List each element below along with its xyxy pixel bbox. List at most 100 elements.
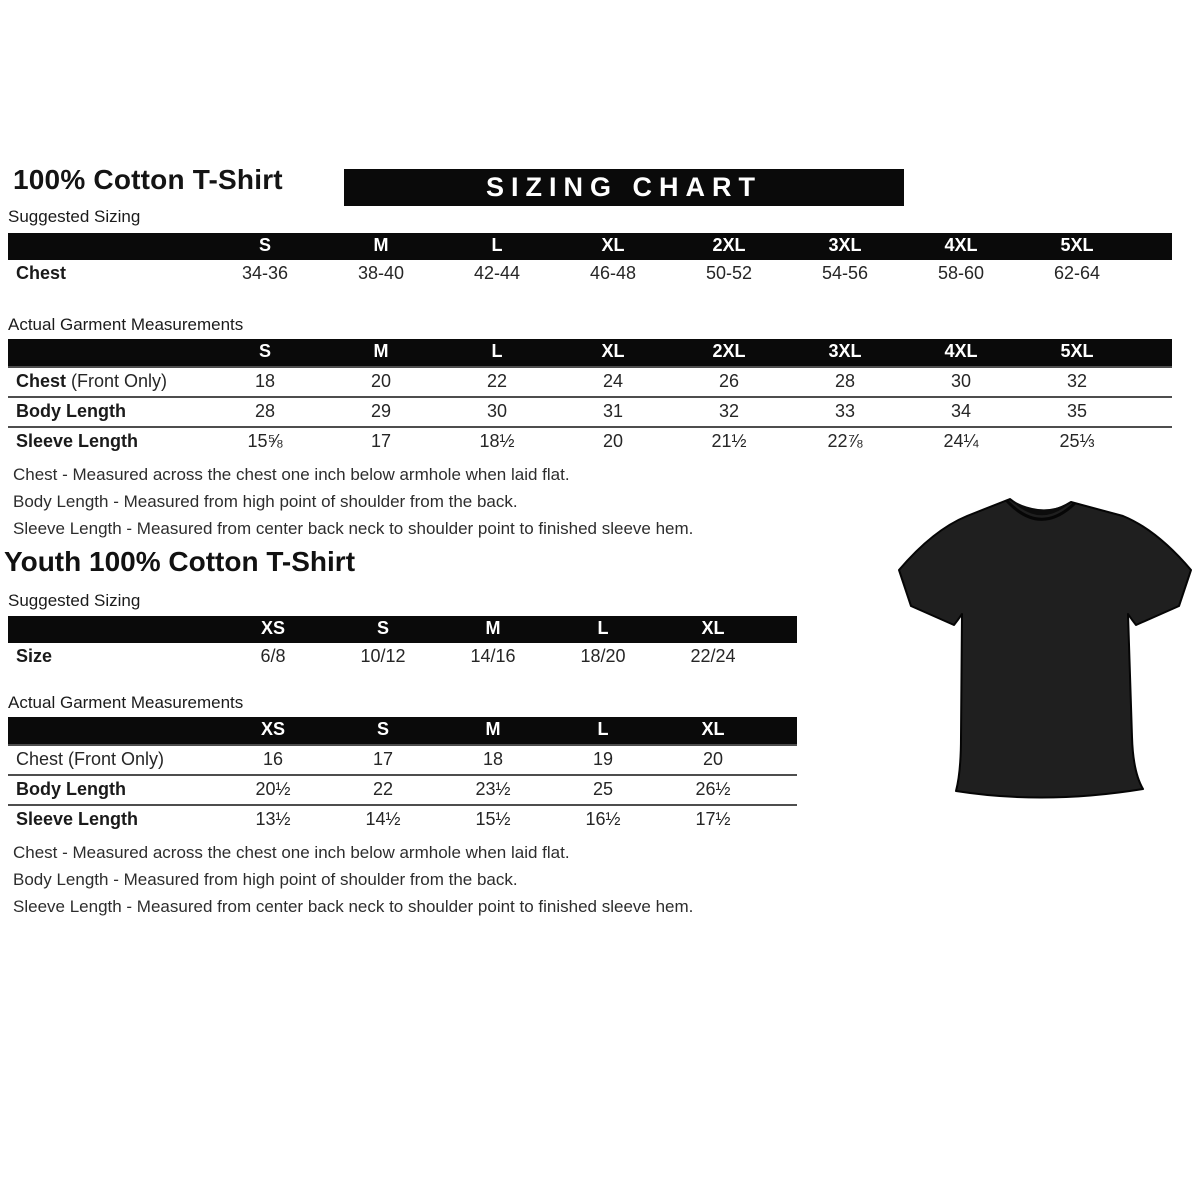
tshirt-collar-seam	[1005, 499, 1076, 521]
size-column-header: M	[323, 339, 439, 367]
size-column-header: 2XL	[671, 233, 787, 260]
measurement-value: 50-52	[705, 263, 753, 283]
row-label-header	[8, 339, 207, 367]
size-column-header: XS	[218, 616, 328, 643]
table-header-row: XS S M L XL	[8, 616, 797, 643]
table-row-body-length: Body Length 28 29 30 31 32 33 34 35	[8, 397, 1172, 427]
header-spacer	[768, 717, 797, 745]
row-label-header	[8, 616, 218, 643]
measurement-value: 24	[602, 371, 624, 391]
note-sleeve-length: Sleeve Length - Measured from center bac…	[13, 897, 694, 916]
row-label: Chest (Front Only)	[16, 371, 168, 391]
table-header-row: XS S M L XL	[8, 717, 797, 745]
measurement-value: 22	[372, 779, 394, 799]
measurement-value: 20	[602, 431, 624, 451]
measurement-value: 16	[262, 749, 284, 769]
measurement-value: 22	[486, 371, 508, 391]
adult-actual-measurements-label: Actual Garment Measurements	[8, 315, 244, 334]
row-spacer	[1135, 427, 1172, 456]
tshirt-body-shape	[898, 498, 1192, 799]
adult-actual-measurements-table: S M L XL 2XL 3XL 4XL 5XL Chest (Front On…	[8, 339, 1172, 456]
sizing-chart-banner-text: SIZING CHART	[486, 172, 762, 202]
measurement-value: 42-44	[473, 263, 521, 283]
measurement-value: 26½	[695, 779, 731, 799]
row-label: Sleeve Length	[16, 809, 139, 829]
size-column-header: 4XL	[903, 339, 1019, 367]
measurement-value: 16½	[585, 809, 621, 829]
measurement-value: 10/12	[360, 646, 406, 666]
measurement-value: 22/24	[690, 646, 736, 666]
row-spacer	[768, 775, 797, 805]
measurement-value: 19	[592, 749, 614, 769]
measurement-value: 15⅝	[247, 431, 283, 451]
table-row-body-length: Body Length 20½ 22 23½ 25 26½	[8, 775, 797, 805]
measurement-value: 20	[702, 749, 724, 769]
table-row-chest: Chest (Front Only) 16 17 18 19 20	[8, 745, 797, 775]
size-column-header: M	[438, 717, 548, 745]
measurement-value: 25⅓	[1059, 431, 1095, 451]
header-spacer	[1135, 339, 1172, 367]
size-column-header: M	[323, 233, 439, 260]
row-label: Sleeve Length	[16, 431, 139, 451]
size-column-header: S	[328, 717, 438, 745]
measurement-value: 32	[1066, 371, 1088, 391]
youth-actual-measurements-label: Actual Garment Measurements	[8, 693, 244, 712]
row-spacer	[768, 745, 797, 775]
row-label-header	[8, 233, 207, 260]
measurement-value: 54-56	[821, 263, 869, 283]
size-column-header: XS	[218, 717, 328, 745]
measurement-value: 28	[254, 401, 276, 421]
measurement-value: 26	[718, 371, 740, 391]
size-column-header: 5XL	[1019, 233, 1135, 260]
size-column-header: XL	[658, 616, 768, 643]
measurement-value: 17½	[695, 809, 731, 829]
tshirt-collar-shape	[1010, 499, 1071, 516]
row-spacer	[1135, 397, 1172, 427]
size-column-header: L	[439, 233, 555, 260]
note-chest: Chest - Measured across the chest one in…	[13, 465, 570, 484]
measurement-value: 18	[254, 371, 276, 391]
size-column-header: L	[548, 616, 658, 643]
row-spacer	[1135, 260, 1172, 288]
size-column-header: XL	[555, 339, 671, 367]
size-column-header: 4XL	[903, 233, 1019, 260]
note-body-length: Body Length - Measured from high point o…	[13, 870, 518, 889]
size-column-header: S	[207, 233, 323, 260]
measurement-value: 34-36	[241, 263, 289, 283]
black-tshirt-image	[898, 498, 1192, 799]
measurement-value: 14/16	[470, 646, 516, 666]
youth-measurement-notes: Chest - Measured across the chest one in…	[13, 844, 693, 925]
row-spacer	[1135, 367, 1172, 397]
size-column-header: M	[438, 616, 548, 643]
measurement-value: 25	[592, 779, 614, 799]
row-spacer	[768, 805, 797, 834]
note-chest: Chest - Measured across the chest one in…	[13, 843, 570, 862]
sizing-chart-banner: SIZING CHART	[344, 169, 904, 206]
size-column-header: S	[328, 616, 438, 643]
measurement-value: 58-60	[937, 263, 985, 283]
measurement-value: 22⅞	[827, 431, 863, 451]
measurement-value: 14½	[365, 809, 401, 829]
measurement-value: 20½	[255, 779, 291, 799]
measurement-value: 28	[834, 371, 856, 391]
measurement-value: 17	[372, 749, 394, 769]
measurement-value: 18	[482, 749, 504, 769]
table-header-row: S M L XL 2XL 3XL 4XL 5XL	[8, 339, 1172, 367]
measurement-value: 34	[950, 401, 972, 421]
header-spacer	[768, 616, 797, 643]
measurement-value: 18½	[479, 431, 515, 451]
measurement-value: 18/20	[580, 646, 626, 666]
measurement-value: 29	[370, 401, 392, 421]
size-column-header: L	[548, 717, 658, 745]
table-row-size: Size 6/8 10/12 14/16 18/20 22/24	[8, 643, 797, 671]
row-spacer	[768, 643, 797, 671]
table-row-chest: Chest 34-36 38-40 42-44 46-48 50-52 54-5…	[8, 260, 1172, 288]
adult-suggested-sizing-label: Suggested Sizing	[8, 207, 141, 226]
note-sleeve-length: Sleeve Length - Measured from center bac…	[13, 519, 694, 538]
youth-actual-measurements-table: XS S M L XL Chest (Front Only) 16 17 18 …	[8, 717, 797, 834]
measurement-value: 32	[718, 401, 740, 421]
youth-section-title: Youth 100% Cotton T-Shirt	[4, 546, 356, 577]
measurement-value: 20	[370, 371, 392, 391]
measurement-value: 6/8	[260, 646, 286, 666]
measurement-value: 62-64	[1053, 263, 1101, 283]
